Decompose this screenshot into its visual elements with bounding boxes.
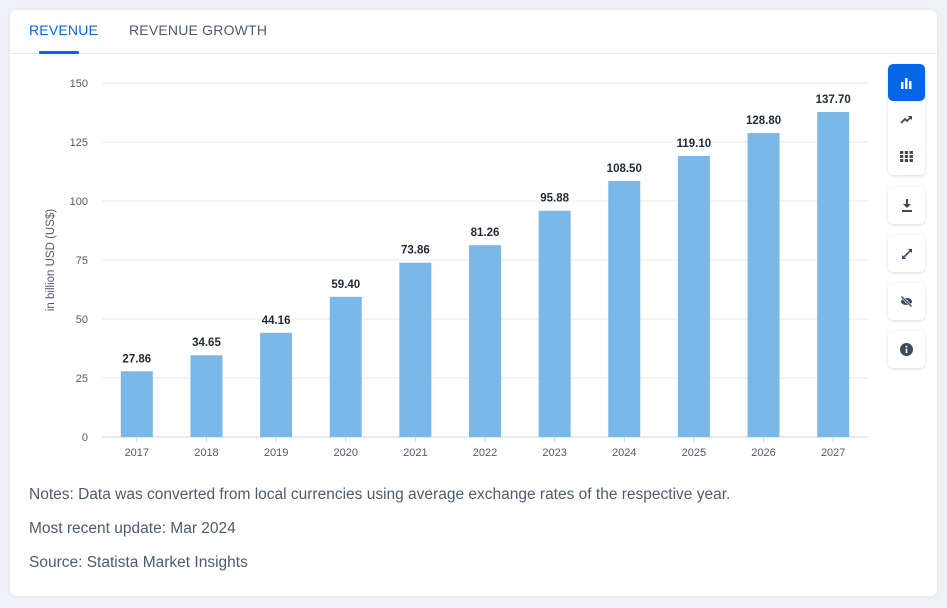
y-tick-label: 25 <box>76 373 88 385</box>
fullscreen-button[interactable] <box>888 235 925 272</box>
y-tick-label: 75 <box>76 255 88 267</box>
bar <box>260 332 293 437</box>
x-tick-label: 2018 <box>194 447 218 459</box>
bar <box>469 245 501 437</box>
data-label: 81.26 <box>471 227 500 239</box>
data-label: 73.86 <box>401 245 430 257</box>
bar <box>538 210 571 437</box>
line-chart-button[interactable] <box>888 101 925 138</box>
data-label: 128.80 <box>746 115 781 127</box>
update-text: Most recent update: Mar 2024 <box>29 520 236 537</box>
source-text: Source: Statista Market Insights <box>29 554 248 571</box>
x-tick-label: 2026 <box>751 447 775 459</box>
data-label: 27.86 <box>122 353 151 365</box>
active-tab-indicator <box>39 51 79 54</box>
hide-button[interactable] <box>888 283 925 320</box>
fullscreen-group <box>888 235 925 272</box>
bar <box>190 355 223 437</box>
x-tick-label: 2023 <box>542 447 566 459</box>
info-icon <box>900 343 913 356</box>
bar <box>399 262 432 437</box>
x-tick-label: 2017 <box>125 447 149 459</box>
hide-group <box>888 283 925 320</box>
data-label: 34.65 <box>192 337 221 349</box>
bar <box>817 112 850 437</box>
hide-icon <box>900 296 913 307</box>
y-tick-label: 50 <box>76 314 88 326</box>
download-button[interactable] <box>888 187 925 224</box>
data-label: 44.16 <box>262 315 291 327</box>
info-button[interactable] <box>888 331 925 368</box>
y-tick-label: 100 <box>70 196 88 208</box>
y-tick-label: 150 <box>70 78 88 90</box>
expand-icon <box>901 248 912 259</box>
bar <box>120 371 153 437</box>
chart-card: REVENUE REVENUE GROWTH 0 25 50 75 100 125 150 i… <box>10 10 937 596</box>
tab-revenue[interactable]: REVENUE <box>29 22 99 38</box>
data-label: 108.50 <box>607 163 642 175</box>
x-tick-label: 2021 <box>403 447 427 459</box>
data-label: 95.88 <box>540 193 569 205</box>
table-grid-icon <box>900 151 913 162</box>
bar <box>608 180 641 437</box>
notes-text: Notes: Data was converted from local cur… <box>29 486 731 503</box>
x-tick-label: 2025 <box>682 447 706 459</box>
data-label: 137.70 <box>816 94 851 106</box>
data-label: 59.40 <box>331 279 360 291</box>
x-tick-label: 2022 <box>473 447 497 459</box>
bar-chart-button[interactable] <box>888 64 925 101</box>
download-icon <box>901 199 912 212</box>
x-tick-label: 2024 <box>612 447 636 459</box>
tab-revenue-growth[interactable]: REVENUE GROWTH <box>129 22 268 38</box>
table-view-button[interactable] <box>888 138 925 175</box>
bar <box>329 296 362 437</box>
x-tick-label: 2020 <box>333 447 357 459</box>
x-tick-label: 2019 <box>264 447 288 459</box>
revenue-bar-chart: 0 25 50 75 100 125 150 in billion USD (US$) 27.8… <box>45 78 868 459</box>
chart-type-group <box>888 64 925 175</box>
download-group <box>888 187 925 224</box>
bar-chart-icon <box>901 77 912 89</box>
bar <box>747 133 780 438</box>
y-tick-label: 0 <box>82 432 88 444</box>
y-tick-label: 125 <box>70 137 88 149</box>
x-tick-label: 2027 <box>821 447 845 459</box>
data-label: 119.10 <box>677 138 712 150</box>
bar <box>677 155 710 437</box>
info-group <box>888 331 925 368</box>
tab-bar: REVENUE REVENUE GROWTH <box>10 10 937 54</box>
y-axis-title: in billion USD (US$) <box>45 209 57 311</box>
trend-line-icon <box>900 115 912 124</box>
